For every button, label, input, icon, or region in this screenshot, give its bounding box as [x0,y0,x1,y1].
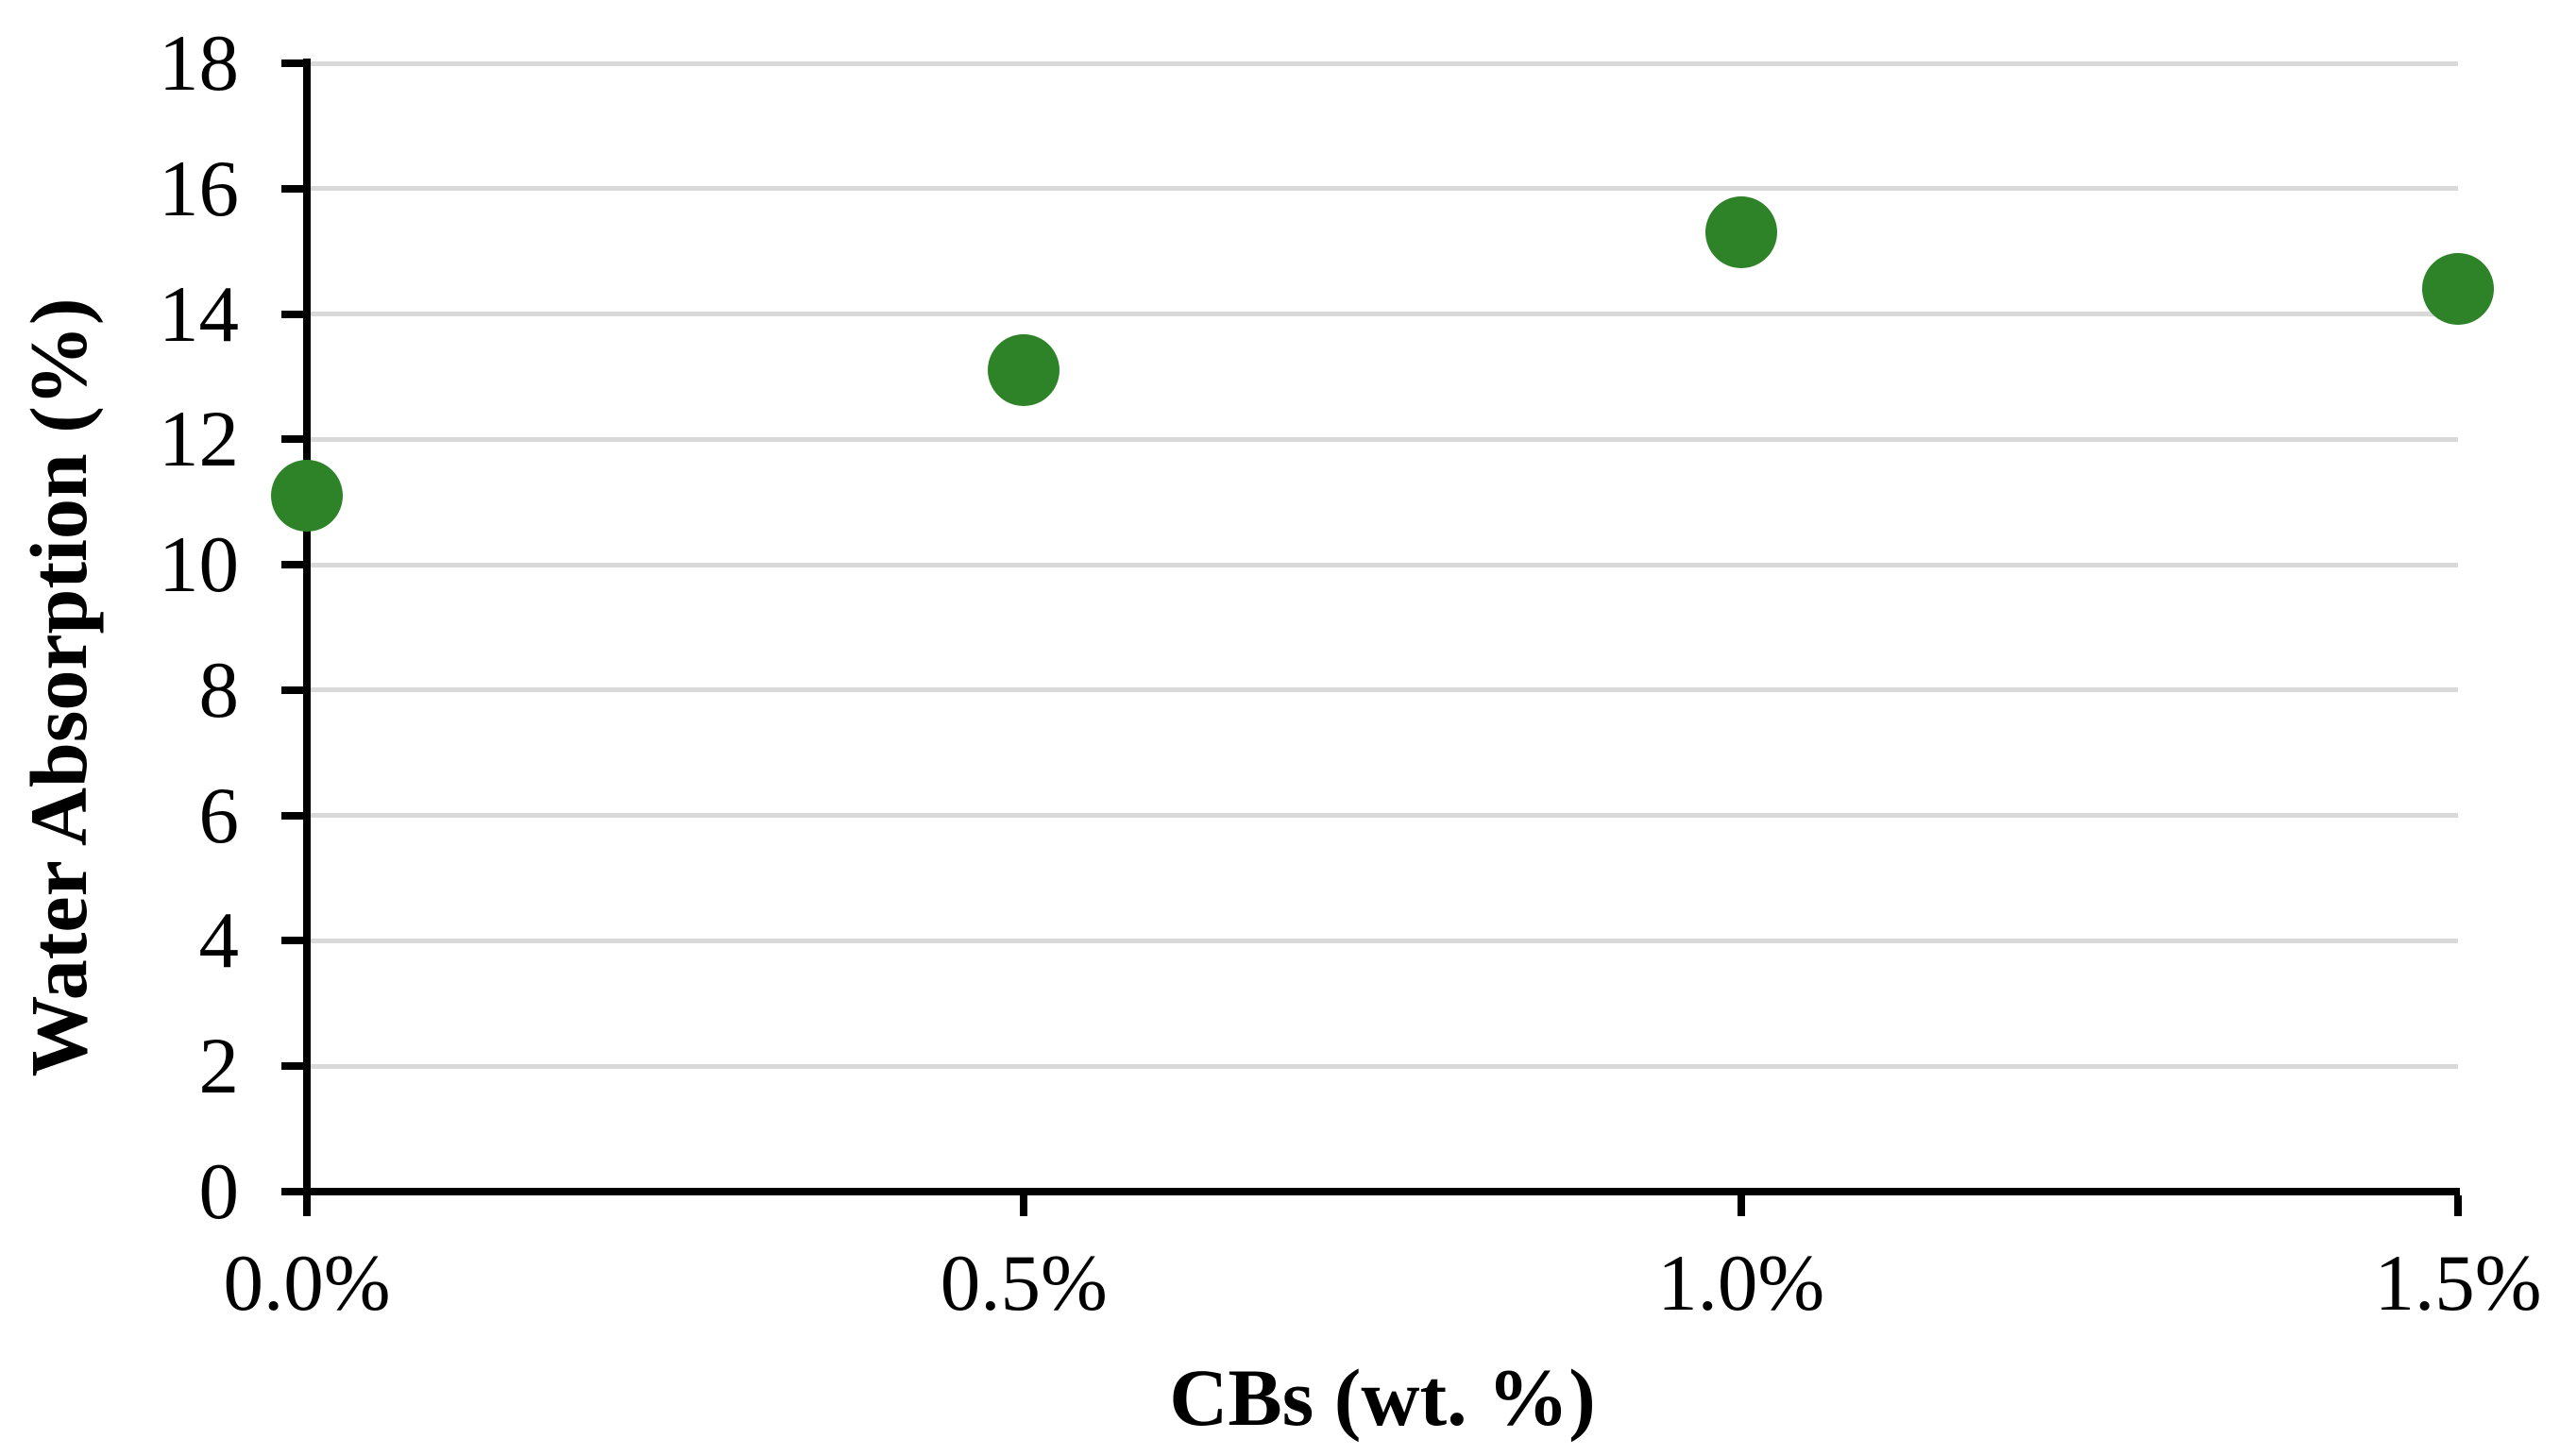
gridline [311,60,2458,66]
y-tick-label: 18 [159,19,239,108]
data-point [2422,253,2494,325]
y-tick-label: 10 [159,520,239,610]
x-tick-mark [303,1195,311,1216]
x-axis-line [303,1188,2460,1195]
y-tick-mark [281,184,303,193]
data-point [988,334,1060,407]
y-tick-label: 12 [159,395,239,484]
data-point [271,460,343,533]
gridline [311,938,2458,943]
y-tick-label: 6 [198,770,240,860]
y-tick-label: 8 [198,645,240,735]
y-tick-label: 14 [159,269,239,359]
x-tick-label: 0.5% [940,1239,1108,1328]
x-tick-mark [1020,1195,1028,1216]
data-point [1704,196,1777,269]
x-tick-mark [1737,1195,1745,1216]
y-tick-mark [281,435,303,444]
x-axis-title: CBs (wt. %) [1169,1352,1596,1443]
gridline [311,312,2458,317]
y-tick-mark [281,937,303,945]
y-tick-mark [281,59,303,67]
gridline [311,687,2458,693]
x-tick-mark [2454,1195,2462,1216]
y-tick-mark [281,1188,303,1195]
x-tick-label: 1.0% [1657,1239,1825,1328]
y-tick-label: 16 [159,144,239,233]
y-tick-mark [281,1062,303,1071]
gridline [311,1063,2458,1069]
gridline [311,436,2458,442]
gridline [311,562,2458,567]
gridline [311,186,2458,192]
y-tick-mark [281,686,303,694]
y-tick-label: 0 [198,1147,240,1236]
x-tick-label: 0.0% [223,1239,391,1328]
y-tick-label: 2 [198,1022,240,1111]
y-tick-label: 4 [198,896,240,986]
y-tick-mark [281,811,303,820]
x-tick-label: 1.5% [2374,1239,2542,1328]
gridline [311,813,2458,819]
y-axis-line [303,59,311,1195]
y-tick-mark [281,310,303,318]
y-tick-mark [281,561,303,569]
